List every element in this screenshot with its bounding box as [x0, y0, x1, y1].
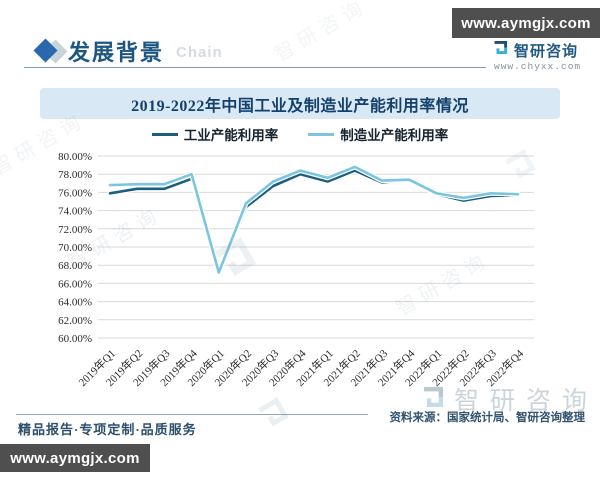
legend-item-industrial: 工业产能利用率 — [151, 124, 279, 144]
y-tick-label: 74.00% — [58, 206, 92, 218]
y-tick-label: 64.00% — [58, 297, 92, 309]
y-tick-label: 68.00% — [58, 260, 92, 272]
chain-watermark-text: Chain — [176, 44, 223, 61]
y-tick-label: 78.00% — [58, 169, 92, 181]
y-tick-label: 80.00% — [58, 151, 92, 163]
brand-glyph-icon — [420, 384, 446, 415]
data-source-note: 资料来源：国家统计局、智研咨询整理 — [389, 412, 586, 424]
line-chart-plot: 80.00% 78.00% 76.00% 74.00% 72.00% 70.00% 68.0… — [58, 151, 534, 389]
watermark-badge-top-right: www.aymgjx.com — [452, 8, 600, 38]
series-industrial-line — [108, 169, 520, 273]
chart-title: 2019-2022年中国工业及制造业产能利用率情况 — [131, 97, 469, 115]
legend-item-manufacturing: 制造业产能利用率 — [308, 124, 448, 144]
brand-url: www.chyxx.com — [494, 61, 582, 72]
brand-name: 智研咨询 — [514, 43, 579, 60]
brand-logo-bottom: 智研咨询 — [420, 381, 598, 417]
brand-watermark-text: 智研咨询 — [454, 388, 599, 415]
footer-divider — [16, 414, 368, 415]
brand-glyph-icon — [492, 39, 509, 61]
series-manufacturing-line — [108, 165, 520, 274]
watermark-badge-bottom-left: www.aymgjx.com — [0, 444, 150, 472]
y-tick-label: 70.00% — [58, 242, 92, 254]
chart-title-banner: 2019-2022年中国工业及制造业产能利用率情况 — [40, 88, 560, 119]
y-tick-label: 66.00% — [58, 278, 92, 290]
legend-swatch-industrial — [151, 132, 178, 136]
section-title: 发展背景 — [68, 40, 165, 65]
chart-legend: 工业产能利用率 制造业产能利用率 — [0, 124, 600, 144]
y-tick-label: 62.00% — [58, 315, 92, 327]
brand-logo-top: 智研咨询 — [492, 39, 578, 61]
watermark-stamp: 智研咨询 — [270, 0, 372, 67]
legend-label-manufacturing: 制造业产能利用率 — [340, 128, 449, 143]
legend-label-industrial: 工业产能利用率 — [183, 128, 279, 143]
footer-tagline: 精品报告·专项定制·品质服务 — [18, 422, 197, 437]
y-tick-label: 60.00% — [58, 333, 92, 345]
y-tick-label: 76.00% — [58, 187, 92, 199]
legend-swatch-manufacturing — [308, 132, 335, 136]
header-divider — [24, 67, 486, 68]
y-tick-label: 72.00% — [58, 224, 92, 236]
